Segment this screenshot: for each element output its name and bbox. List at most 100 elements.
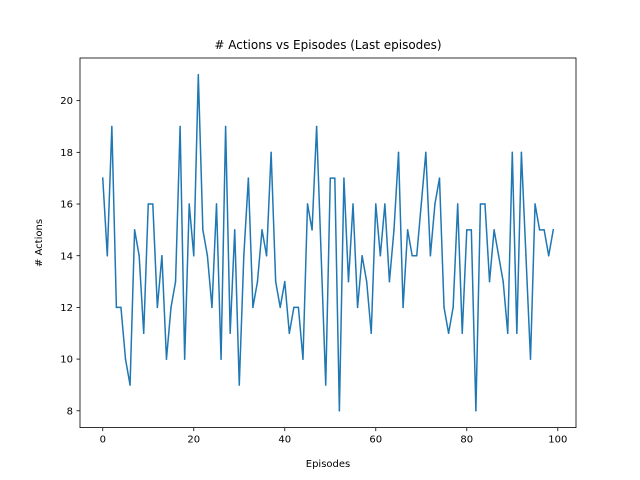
data-point xyxy=(238,384,241,386)
data-point xyxy=(256,280,259,283)
data-point xyxy=(133,229,136,231)
data-point xyxy=(538,229,541,231)
data-point xyxy=(202,229,204,231)
data-point xyxy=(356,306,359,309)
data-point xyxy=(343,177,345,179)
data-point xyxy=(306,203,309,205)
data-point xyxy=(388,280,391,283)
data-point xyxy=(152,203,154,205)
data-point xyxy=(497,254,500,257)
data-point xyxy=(461,332,463,335)
data-point xyxy=(224,125,227,128)
data-point xyxy=(197,74,200,76)
plot-frame xyxy=(79,57,577,429)
data-point xyxy=(484,203,486,205)
data-point xyxy=(352,203,354,205)
data-point xyxy=(179,125,181,128)
data-point xyxy=(506,332,509,335)
data-point xyxy=(397,151,400,154)
data-point xyxy=(443,306,445,309)
data-point xyxy=(488,280,491,283)
data-point xyxy=(375,203,377,205)
data-point xyxy=(347,280,350,283)
x-tick-label: 100 xyxy=(548,435,567,446)
x-tick-label: 40 xyxy=(278,435,291,446)
x-tick-label: 20 xyxy=(187,435,200,446)
data-point xyxy=(447,332,450,335)
chart-title: # Actions vs Episodes (Last episodes) xyxy=(214,38,441,52)
data-point xyxy=(329,177,332,179)
data-point xyxy=(511,151,514,154)
data-point xyxy=(434,203,436,205)
data-point xyxy=(370,332,372,335)
data-point xyxy=(479,203,482,205)
data-point xyxy=(129,384,131,386)
data-point xyxy=(102,177,104,179)
data-point xyxy=(311,229,313,231)
data-point xyxy=(493,229,495,231)
data-point xyxy=(206,254,209,257)
data-point xyxy=(429,254,432,257)
data-point xyxy=(324,384,327,386)
data-point xyxy=(425,151,427,154)
data-point xyxy=(142,332,145,335)
x-axis-label: Episodes xyxy=(306,459,350,470)
data-point xyxy=(120,306,122,309)
data-point xyxy=(229,332,231,335)
y-axis-ticks: 8 10 12 14 16 18 20 xyxy=(60,96,80,417)
y-tick-label: 12 xyxy=(60,303,73,314)
data-point xyxy=(406,229,409,231)
data-point xyxy=(111,125,113,128)
data-point xyxy=(420,203,423,205)
data-point xyxy=(452,306,454,309)
x-tick-label: 80 xyxy=(460,435,473,446)
data-point xyxy=(161,254,163,257)
data-point xyxy=(516,332,518,335)
data-point xyxy=(543,229,545,231)
data-point xyxy=(261,229,263,231)
data-point xyxy=(379,254,382,257)
data-point xyxy=(475,410,477,412)
data-point xyxy=(411,254,413,257)
data-point xyxy=(183,358,186,360)
data-point xyxy=(211,306,213,309)
data-point xyxy=(252,306,254,309)
data-point xyxy=(466,229,468,231)
data-point xyxy=(170,306,172,309)
data-point xyxy=(284,280,286,283)
data-point xyxy=(302,358,304,360)
data-point xyxy=(156,306,159,309)
data-point xyxy=(193,254,195,257)
data-point xyxy=(520,151,523,154)
y-tick-label: 18 xyxy=(60,148,73,159)
x-tick-label: 0 xyxy=(100,435,106,446)
data-point xyxy=(293,306,295,309)
data-point xyxy=(502,280,504,283)
data-point xyxy=(525,254,527,257)
y-tick-label: 8 xyxy=(67,406,73,417)
data-point xyxy=(402,306,404,309)
data-point xyxy=(265,254,268,257)
data-point xyxy=(147,203,150,205)
data-point xyxy=(547,254,550,257)
data-point xyxy=(243,254,245,257)
data-point xyxy=(274,280,277,283)
data-point xyxy=(174,280,177,283)
data-point xyxy=(215,203,218,205)
data-point xyxy=(124,358,127,360)
data-point xyxy=(334,177,336,179)
data-point xyxy=(438,177,441,179)
data-point xyxy=(115,306,118,309)
data-point xyxy=(220,358,222,360)
data-point xyxy=(247,177,250,179)
data-point xyxy=(456,203,459,205)
data-point xyxy=(552,229,554,231)
data-point xyxy=(384,203,386,205)
data-point xyxy=(233,229,236,231)
y-tick-label: 14 xyxy=(60,251,73,262)
data-point xyxy=(338,410,341,412)
y-tick-label: 16 xyxy=(60,200,73,211)
y-tick-label: 10 xyxy=(60,355,73,366)
y-axis-label: # Actions xyxy=(34,219,45,267)
